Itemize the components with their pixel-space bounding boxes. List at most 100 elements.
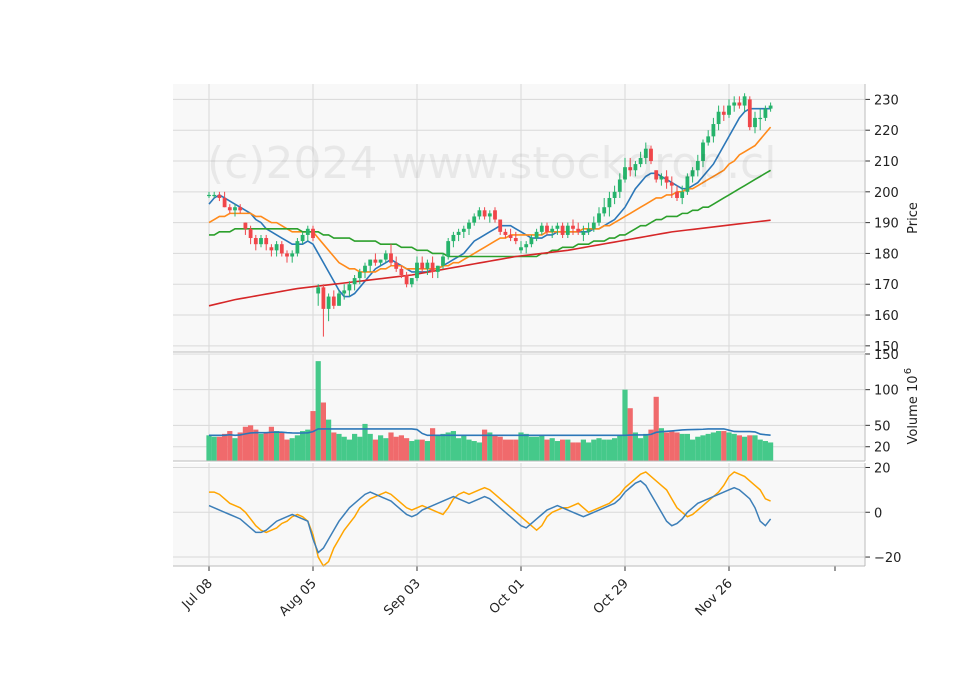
volume-bar (393, 436, 399, 461)
volume-bar (253, 429, 259, 461)
volume-bar (289, 438, 295, 461)
y-tick-label: −20 (874, 551, 901, 566)
candle-body (477, 210, 482, 217)
y-tick-label: 220 (874, 124, 899, 139)
candle-body (758, 117, 763, 120)
candle-body (555, 225, 560, 229)
candle-body (721, 111, 726, 115)
volume-bar (310, 411, 316, 461)
candle-body (248, 228, 253, 239)
candle-body (331, 296, 336, 306)
volume-bar (398, 435, 404, 461)
volume-bar (274, 431, 280, 461)
candle-body (602, 207, 607, 214)
volume-bar (638, 438, 644, 461)
volume-bar (575, 442, 581, 461)
y-tick-label: 200 (874, 186, 899, 201)
candle-body (498, 219, 503, 232)
volume-bar (508, 439, 514, 461)
volume-bar (690, 439, 696, 461)
volume-bar (263, 432, 269, 461)
candle-body (706, 136, 711, 143)
oscillator-line-1 (208, 480, 772, 554)
volume-bar (768, 442, 774, 461)
candle-body (591, 222, 596, 229)
volume-bar (596, 438, 602, 461)
volume-bar (440, 433, 446, 461)
candle-body (425, 262, 430, 269)
volume-bar (476, 442, 482, 461)
candle-body (623, 167, 627, 180)
volume-bar (232, 438, 238, 461)
candle-body (742, 96, 747, 106)
candle-body (253, 238, 258, 245)
candle-body (763, 108, 768, 118)
volume-axis-exponent: 6 (903, 368, 914, 374)
candle-body (420, 262, 425, 269)
candle-body (576, 228, 581, 232)
volume-bar (461, 435, 467, 461)
volume-bar (372, 439, 378, 461)
volume-bar (653, 396, 659, 461)
candle-body (238, 207, 243, 211)
candle-body (711, 124, 716, 137)
candle-body (649, 148, 653, 162)
candle-body (415, 262, 419, 279)
candle-body (316, 287, 321, 294)
volume-bar (268, 426, 274, 461)
watermark-text: (c)2024 www.stockdrop.cl (207, 138, 776, 189)
volume-bar (565, 439, 571, 461)
volume-bar (430, 428, 436, 461)
volume-bar (684, 433, 690, 461)
candle-body (690, 170, 695, 177)
x-tick-label: Jul 08 (179, 576, 216, 613)
candle-body (503, 231, 508, 235)
candle-body (222, 197, 227, 208)
candle-body (269, 247, 274, 251)
candle-body (259, 238, 263, 245)
x-tick-label: Aug 05 (277, 576, 320, 619)
volume-bar (570, 442, 576, 461)
candle-body (467, 222, 471, 229)
volume-bar (648, 429, 654, 461)
volume-bar (549, 438, 555, 461)
volume-bar (383, 438, 389, 461)
volume-bar (669, 431, 675, 461)
candle-body (352, 278, 357, 285)
candle-body (701, 142, 705, 162)
x-tick-label: Sep 03 (381, 576, 424, 619)
volume-bar (279, 432, 285, 461)
volume-bar (716, 431, 722, 461)
candle-body (753, 117, 757, 128)
volume-bar (502, 439, 508, 461)
volume-bar (367, 433, 373, 461)
volume-bar (736, 435, 742, 461)
volume-bar (586, 442, 592, 461)
candle-body (212, 194, 217, 197)
candle-body (378, 259, 383, 263)
candle-body (347, 284, 352, 291)
candle-body (342, 290, 347, 294)
candle-body (529, 238, 534, 245)
volume-bar (731, 433, 737, 461)
y-tick-label: 50 (874, 419, 891, 434)
volume-bar (326, 419, 332, 461)
y-tick-label: 20 (874, 461, 891, 476)
candle-body (669, 182, 674, 186)
candle-body (409, 278, 414, 285)
candle-body (680, 191, 685, 198)
volume-bar (336, 433, 342, 461)
volume-bar (466, 439, 472, 461)
candle-body (597, 213, 601, 223)
candle-body (737, 102, 742, 106)
volume-bar (409, 441, 415, 461)
volume-bar (534, 436, 540, 461)
y-tick-label: 230 (874, 93, 899, 108)
price-axis-label: Price (906, 202, 921, 234)
candle-body (612, 191, 617, 198)
candle-body (207, 194, 211, 197)
volume-bar (258, 433, 264, 461)
candle-body (545, 225, 549, 232)
volume-bar (700, 435, 706, 461)
candle-body (394, 262, 399, 269)
